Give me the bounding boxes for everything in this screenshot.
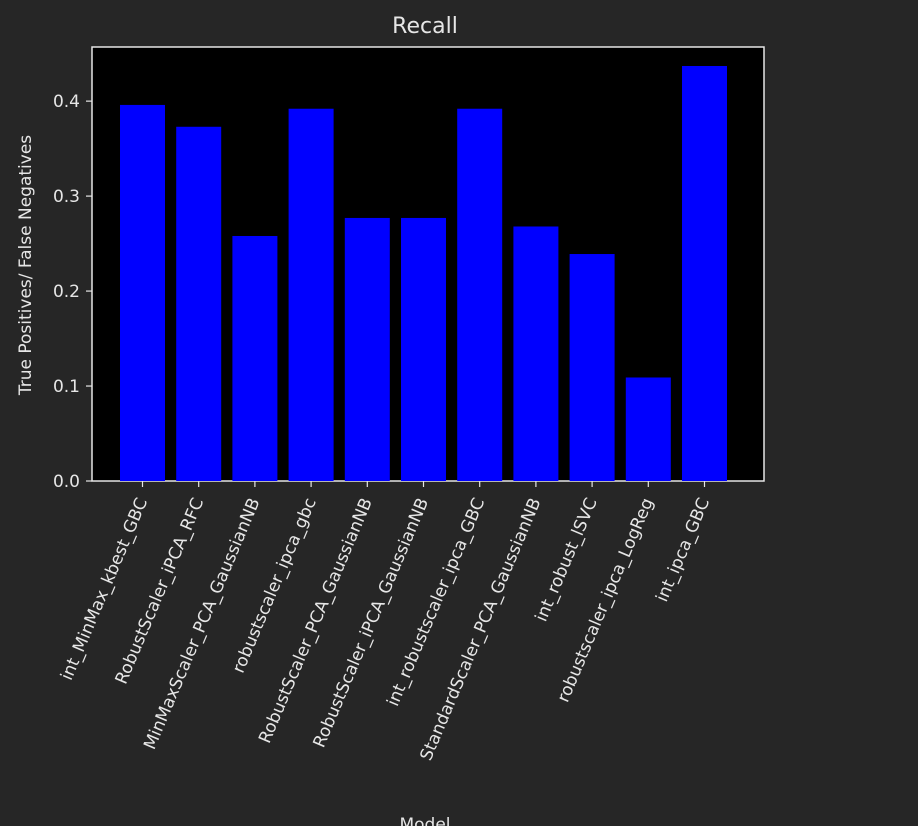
bars-group — [120, 65, 727, 481]
chart-title: Recall — [392, 14, 458, 39]
bar-5 — [401, 217, 446, 481]
bar-3 — [288, 108, 334, 481]
bar-6 — [457, 108, 503, 481]
y-tick-label-0: 0.0 — [53, 472, 80, 492]
x-axis-label: Model — [399, 815, 450, 826]
y-tick-label-3: 0.3 — [53, 187, 80, 207]
y-tick-label-4: 0.4 — [53, 92, 80, 112]
y-tick-label-1: 0.1 — [53, 377, 80, 397]
bar-7 — [513, 226, 559, 481]
bar-10 — [682, 65, 727, 481]
bar-1 — [176, 126, 222, 481]
bar-0 — [120, 104, 165, 481]
y-axis-label: True Positives/ False Negatives — [16, 135, 36, 396]
bar-2 — [232, 235, 278, 481]
bar-8 — [569, 254, 615, 481]
y-axis: 0.0 0.1 0.2 0.3 0.4 — [53, 92, 92, 492]
y-tick-label-2: 0.2 — [53, 282, 80, 302]
bar-9 — [625, 377, 671, 481]
bar-4 — [344, 217, 390, 481]
